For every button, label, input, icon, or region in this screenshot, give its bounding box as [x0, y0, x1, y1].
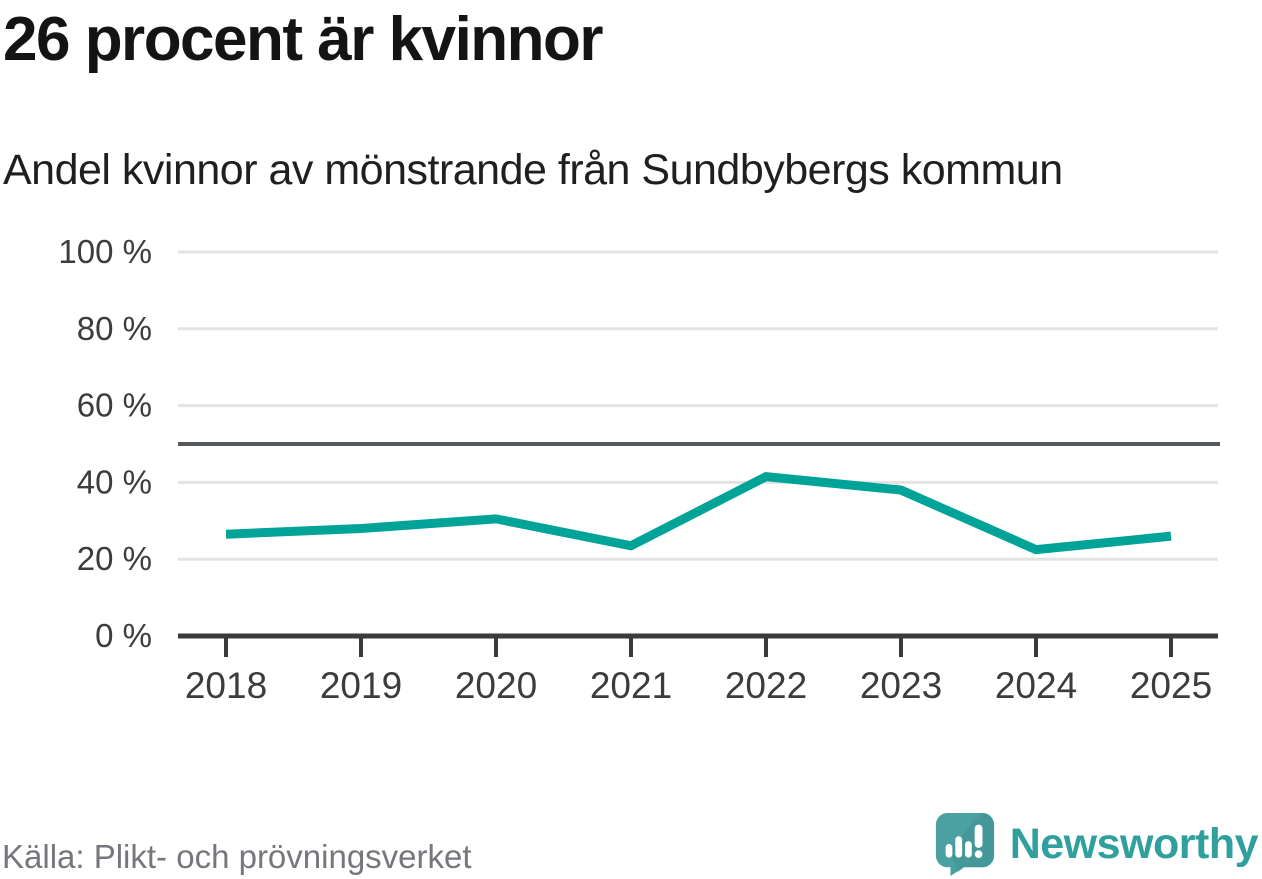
x-axis-label-2023: 2023: [860, 665, 942, 706]
x-axis-label-2019: 2019: [320, 665, 402, 706]
y-axis-label-20: 20 %: [77, 540, 152, 577]
x-axis-label-2022: 2022: [725, 665, 807, 706]
x-axis-label-2020: 2020: [455, 665, 537, 706]
logo-bubble-shade: [949, 812, 994, 873]
x-axis-label-2025: 2025: [1130, 665, 1212, 706]
logo-exclamation-dot: [974, 850, 983, 859]
logo-exclamation-bar: [974, 824, 983, 848]
newsworthy-logo-icon: [935, 812, 994, 876]
data-line-andel-kvinnor: [225, 472, 1172, 555]
logo-bar-3: [964, 841, 972, 858]
x-axis-label-2018: 2018: [185, 665, 267, 706]
y-axis-label-60: 60 %: [77, 387, 152, 424]
source-note: Källa: Plikt- och prövningsverket: [2, 838, 472, 875]
chart-subtitle: Andel kvinnor av mönstrande från Sundbyb…: [3, 146, 1063, 194]
y-axis-label-100: 100 %: [58, 233, 152, 270]
line-chart-plot: 0 % 20 % 40 % 60 % 80 % 100 % 2018 2019 2020 2021…: [58, 233, 1220, 706]
chart-title: 26 procent är kvinnor: [3, 5, 604, 74]
x-axis-label-2021: 2021: [590, 665, 672, 706]
y-axis-label-40: 40 %: [77, 463, 152, 500]
y-axis-label-80: 80 %: [77, 310, 152, 347]
newsworthy-wordmark: Newsworthy: [1009, 819, 1259, 868]
y-axis-label-0: 0 %: [95, 617, 152, 654]
logo-bar-2: [955, 836, 962, 858]
newsworthy-brand: Newsworthy: [934, 812, 1259, 876]
x-axis-label-2024: 2024: [995, 665, 1077, 706]
logo-bar-1: [945, 844, 953, 858]
